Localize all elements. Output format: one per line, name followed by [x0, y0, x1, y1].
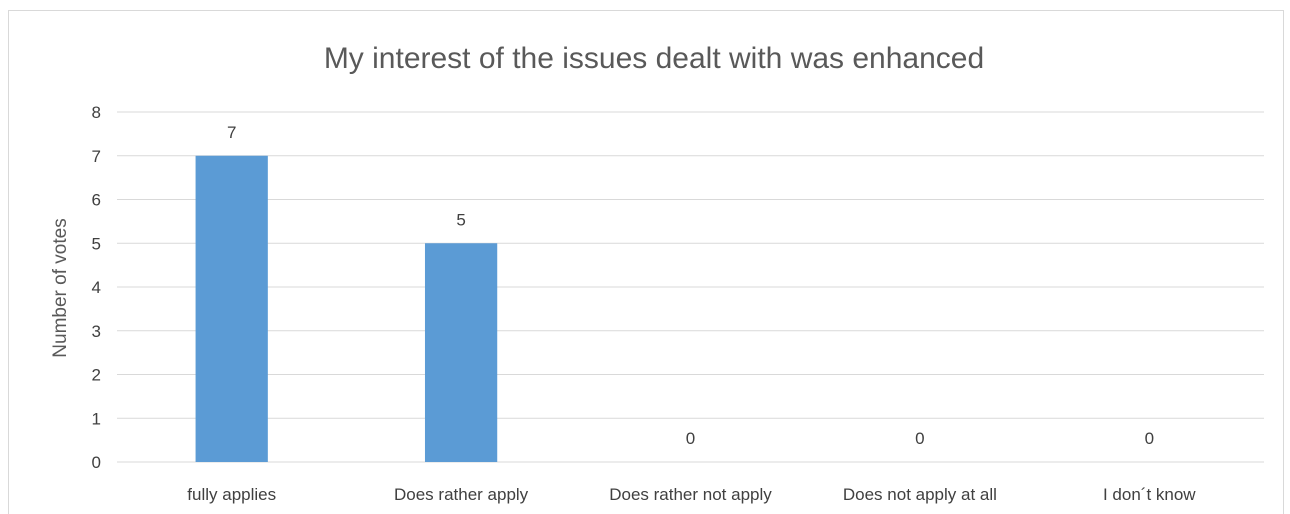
y-tick-label: 8 [92, 103, 101, 122]
x-tick-label: fully applies [187, 485, 276, 504]
bar [424, 243, 498, 462]
y-tick-labels: 0 1 2 3 4 5 6 7 8 [92, 103, 101, 472]
data-label: 0 [1145, 429, 1154, 448]
data-label: 0 [915, 429, 924, 448]
x-tick-label: Does not apply at all [843, 485, 997, 504]
gridlines [117, 111, 1264, 463]
data-label: 5 [456, 210, 465, 229]
y-axis-label: Number of votes [50, 218, 71, 357]
data-labels: 7 5 0 0 0 [227, 123, 1154, 448]
data-label: 0 [686, 429, 695, 448]
chart-title: My interest of the issues dealt with was… [324, 42, 984, 75]
y-tick-label: 6 [92, 191, 101, 210]
bar [195, 155, 268, 462]
x-tick-labels: fully applies Does rather apply Does rathe… [187, 485, 1196, 504]
x-tick-label: I don´t know [1103, 485, 1196, 504]
y-tick-label: 7 [92, 147, 101, 166]
y-tick-label: 4 [92, 278, 101, 297]
y-tick-label: 5 [92, 234, 101, 253]
x-tick-label: Does rather apply [394, 485, 529, 504]
data-label: 7 [227, 123, 236, 142]
y-tick-label: 1 [92, 409, 101, 428]
y-tick-label: 3 [92, 322, 101, 341]
x-tick-label: Does rather not apply [609, 485, 772, 504]
bars [195, 155, 498, 462]
y-tick-label: 0 [92, 453, 101, 472]
y-tick-label: 2 [92, 366, 101, 385]
